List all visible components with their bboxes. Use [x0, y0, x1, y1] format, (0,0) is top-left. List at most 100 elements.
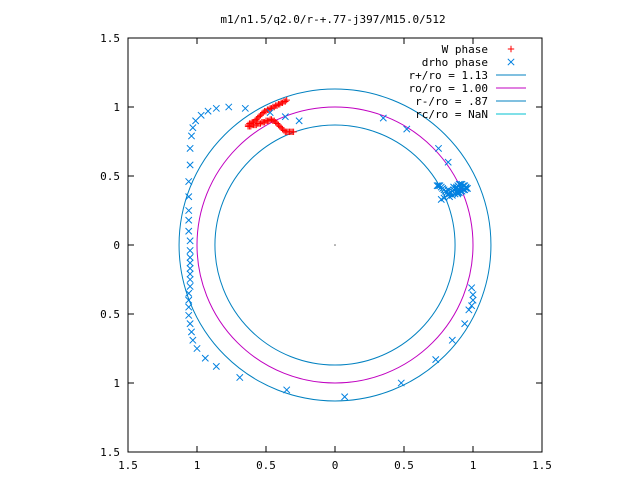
w-phase-point	[276, 123, 283, 130]
w-phase-point	[257, 112, 264, 119]
w-phase-point	[279, 125, 286, 133]
w-phase-point	[253, 121, 260, 129]
drho-phase-point	[185, 303, 193, 311]
w-phase-point	[280, 98, 288, 105]
reference-circle	[214, 124, 456, 366]
drho-phase-point	[185, 227, 193, 235]
x-tick-label: 1	[470, 459, 477, 472]
drho-phase-point	[186, 246, 194, 255]
drho-phase-point	[433, 182, 441, 190]
w-phase-point	[272, 118, 279, 126]
drho-phase-point	[266, 108, 274, 117]
reference-circle	[178, 88, 492, 402]
drho-phase-point	[444, 158, 452, 166]
drho-phase-point	[225, 103, 233, 111]
legend-label: W phase	[442, 43, 488, 56]
data-points	[185, 96, 477, 401]
drho-phase-point	[434, 144, 443, 152]
drho-phase-point	[185, 193, 193, 201]
drho-phase-point	[186, 275, 194, 284]
drho-phase-point	[186, 237, 194, 245]
drho-phase-point	[458, 180, 466, 188]
drho-phase-point	[236, 373, 244, 382]
w-phase-point	[261, 118, 268, 126]
w-phase-point	[272, 102, 279, 109]
drho-phase-point	[397, 379, 405, 387]
w-phase-point	[255, 113, 263, 120]
drho-phase-point	[186, 270, 194, 278]
drho-phase-point	[448, 336, 456, 344]
drho-phase-point	[212, 104, 220, 112]
drho-phase-point	[185, 216, 193, 224]
drho-phase-point	[197, 111, 205, 119]
w-phase-point	[275, 101, 282, 108]
drho-phase-point	[403, 125, 411, 133]
x-tick-label: 0.5	[394, 459, 414, 472]
w-phase-point	[271, 117, 278, 124]
drho-phase-point	[189, 124, 197, 132]
drho-phase-point	[432, 355, 440, 364]
center-point	[334, 244, 336, 246]
drho-phase-point	[455, 186, 463, 194]
x-tick-label: 1	[194, 459, 201, 472]
y-tick-label: 1.5	[100, 32, 120, 45]
drho-phase-point	[185, 296, 193, 304]
drho-phase-point	[468, 284, 476, 292]
drho-phase-point	[187, 328, 196, 336]
w-phase-point	[266, 105, 274, 112]
w-phase-point	[273, 120, 281, 127]
drho-phase-point	[185, 311, 193, 319]
drho-phase-point	[436, 182, 444, 190]
y-tick-label: 1	[113, 377, 120, 390]
drho-phase-point	[187, 132, 196, 140]
y-tick-label: 0.5	[100, 170, 120, 183]
axes: 1.5 1 0.5 0 0.5 1 1.51.510.500.511.5	[100, 32, 552, 472]
drho-phase-point	[185, 206, 193, 215]
y-tick-label: 1	[113, 101, 120, 114]
legend-marker	[507, 58, 515, 66]
w-phase-point	[290, 128, 297, 136]
drho-phase-point	[193, 344, 201, 353]
drho-phase-point	[189, 336, 197, 344]
w-phase-point	[261, 107, 268, 115]
drho-phase-point	[468, 302, 476, 310]
drho-phase-point	[281, 113, 289, 121]
drho-phase-point	[212, 362, 220, 370]
w-phase-point	[257, 120, 264, 127]
x-tick-label: 1.5	[118, 459, 138, 472]
drho-phase-point	[186, 144, 194, 152]
drho-phase-point	[461, 320, 469, 328]
w-phase-point	[277, 124, 285, 131]
w-phase-point	[283, 96, 290, 104]
drho-phase-point	[379, 114, 387, 122]
w-phase-point	[254, 114, 261, 122]
legend-label: r+/ro = 1.13	[409, 69, 488, 82]
drho-phase-point	[186, 259, 194, 267]
w-phase-point	[280, 127, 288, 134]
w-phase-point	[247, 123, 255, 130]
reference-circle	[196, 106, 474, 384]
w-phase-point	[258, 110, 266, 118]
y-tick-label: 0	[113, 239, 120, 252]
w-phase-point	[260, 109, 267, 116]
drho-phase-point	[341, 393, 349, 401]
drho-phase-point	[434, 182, 443, 190]
x-tick-label: 0.5	[256, 459, 276, 472]
legend-marker	[507, 45, 515, 53]
drho-phase-point	[469, 291, 477, 299]
drho-phase-point	[186, 320, 194, 328]
w-phase-point	[275, 121, 282, 129]
x-tick-label: 1.5	[532, 459, 552, 472]
drho-phase-point	[444, 186, 452, 194]
drho-phase-point	[295, 117, 303, 125]
drho-phase-point	[186, 161, 194, 169]
drho-phase-point	[192, 117, 200, 125]
drho-phase-point	[186, 253, 194, 261]
drho-phase-point	[186, 282, 194, 290]
drho-phase-point	[185, 289, 193, 297]
chart-title: m1/n1.5/q2.0/r-+.77-j397/M15.0/512	[220, 13, 445, 26]
legend-label: ro/ro = 1.00	[409, 82, 488, 95]
